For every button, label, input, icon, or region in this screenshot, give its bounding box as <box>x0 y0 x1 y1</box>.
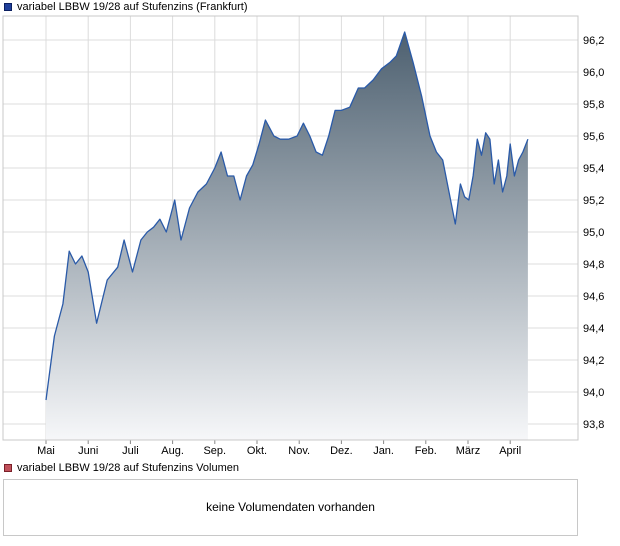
y-tick-label: 94,6 <box>583 291 604 303</box>
y-tick-label: 94,2 <box>583 355 604 367</box>
x-tick-label: Jan. <box>373 445 394 457</box>
x-tick-label: März <box>456 445 480 457</box>
volume-legend-label: variabel LBBW 19/28 auf Stufenzins Volum… <box>17 462 239 474</box>
x-tick-label: Okt. <box>247 445 267 457</box>
y-tick-label: 96,2 <box>583 35 604 47</box>
y-tick-label: 94,8 <box>583 259 604 271</box>
x-tick-label: Dez. <box>330 445 353 457</box>
price-legend: variabel LBBW 19/28 auf Stufenzins (Fran… <box>4 1 248 13</box>
volume-legend-swatch <box>4 464 12 472</box>
no-volume-message: keine Volumendaten vorhanden <box>206 500 375 514</box>
y-tick-label: 94,4 <box>583 323 604 335</box>
y-tick-label: 95,4 <box>583 163 604 175</box>
price-legend-label: variabel LBBW 19/28 auf Stufenzins (Fran… <box>17 1 248 13</box>
y-tick-label: 95,0 <box>583 227 604 239</box>
x-tick-label: Nov. <box>288 445 310 457</box>
plot-border <box>2 15 579 441</box>
price-area <box>46 32 528 440</box>
y-tick-label: 95,8 <box>583 99 604 111</box>
x-tick-label: Juni <box>78 445 98 457</box>
y-tick-label: 93,8 <box>583 419 604 431</box>
x-tick-label: Aug. <box>161 445 184 457</box>
price-line <box>45 31 529 401</box>
x-tick-label: Sep. <box>203 445 226 457</box>
x-tick-label: Mai <box>37 445 55 457</box>
x-tick-label: April <box>499 445 521 457</box>
price-chart: 93,8 94,0 94,2 94,4 94,6 94,8 95,0 95,2 95,4 95,6… <box>2 15 604 457</box>
volume-legend: variabel LBBW 19/28 auf Stufenzins Volum… <box>4 462 239 474</box>
volume-chart: keine Volumendaten vorhanden <box>3 479 578 536</box>
x-tick-label: Feb. <box>415 445 437 457</box>
y-tick-label: 95,6 <box>583 131 604 143</box>
y-tick-label: 96,0 <box>583 67 604 79</box>
y-tick-label: 94,0 <box>583 387 604 399</box>
x-tick-label: Juli <box>122 445 139 457</box>
price-legend-swatch <box>4 3 12 11</box>
y-tick-label: 95,2 <box>583 195 604 207</box>
